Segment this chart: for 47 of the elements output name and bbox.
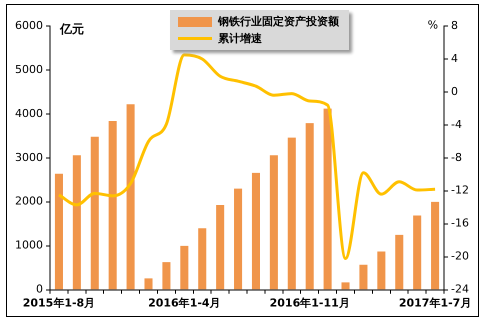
x-tick-label: 2016年1-4月: [148, 296, 221, 310]
y2-tick-label: -12: [451, 184, 469, 197]
y2-tick-label: -20: [451, 250, 469, 263]
y2-tick-label: -4: [451, 118, 462, 131]
y2-tick-label: 4: [451, 52, 458, 65]
bar: [54, 174, 63, 290]
bar: [198, 228, 206, 290]
bar: [252, 172, 260, 290]
y-tick-label: 1000: [14, 238, 43, 252]
bar: [180, 246, 188, 290]
bar: [234, 188, 242, 290]
bar: [306, 123, 314, 290]
bar: [270, 155, 278, 290]
bar: [413, 215, 422, 290]
bar: [359, 264, 368, 290]
y2-tick-label: -16: [451, 216, 469, 230]
bar: [144, 278, 153, 290]
x-tick-label: 2017年1-7月: [398, 296, 472, 310]
bar: [431, 202, 440, 290]
bar: [395, 234, 404, 290]
y-axis-title: 亿元: [58, 22, 84, 36]
x-tick-label: 2015年1-8月: [22, 296, 96, 310]
bar: [341, 282, 350, 290]
y-tick-label: 0: [36, 282, 43, 296]
y-tick-label: 5000: [14, 62, 43, 76]
y2-tick-label: 0: [451, 84, 458, 98]
x-tick-label: 2016年1-11月: [270, 296, 350, 310]
bar: [324, 108, 332, 290]
y-tick-label: 3000: [14, 150, 43, 164]
y-tick-label: 2000: [14, 194, 43, 208]
y2-tick-label: -24: [451, 282, 469, 296]
line-series: [57, 53, 437, 260]
y-tick-label: 4000: [14, 106, 43, 120]
y2-axis-title: %: [428, 18, 438, 32]
bar: [126, 104, 135, 290]
y-tick-label: 6000: [14, 18, 43, 32]
bar: [377, 252, 386, 290]
bar: [216, 204, 224, 290]
bar: [90, 136, 99, 290]
y2-tick-label: -8: [451, 150, 462, 164]
legend-label: 累计增速: [218, 31, 262, 46]
y2-tick-label: 8: [451, 18, 458, 32]
bar: [162, 262, 170, 290]
bar: [72, 155, 81, 290]
bar: [108, 120, 117, 290]
bar: [288, 138, 296, 290]
legend-label: 钢铁行业固定资产投资额: [218, 14, 339, 29]
